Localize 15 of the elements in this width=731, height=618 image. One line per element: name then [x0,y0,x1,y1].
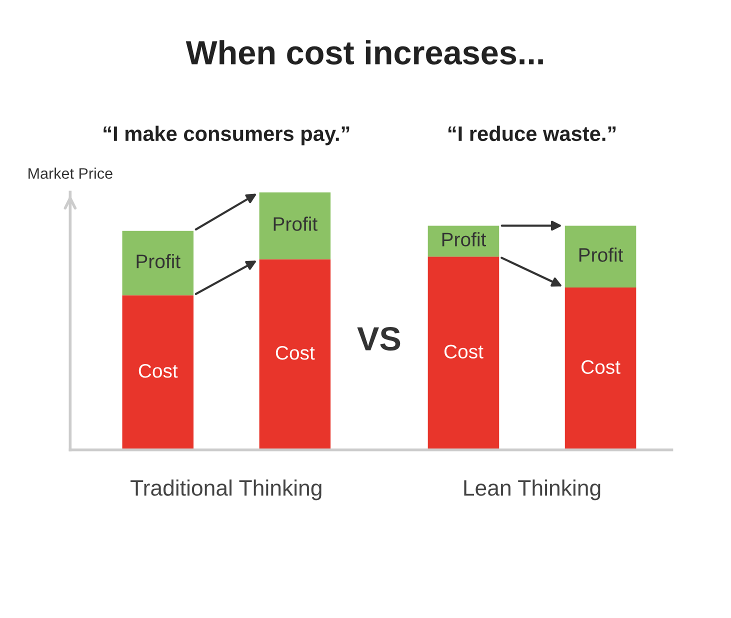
text: Profit [136,254,180,268]
text: Cost [138,364,178,378]
text: Traditional Thinking [130,479,322,500]
text: Profit [274,216,318,231]
text: Profit [579,248,624,262]
series-label: Profit [442,232,486,246]
text: Cost [582,360,620,374]
text: Lean Thinking [464,479,600,500]
annotation: VS [357,327,400,351]
series-label: Cost [444,344,484,358]
text: “I make consumers pay.” [104,126,350,146]
chart-title: When cost increases... [186,40,543,65]
text: Cost [276,346,315,360]
text: “I reduce waste.” [448,126,616,142]
y-axis-title: Market Price [28,168,112,179]
